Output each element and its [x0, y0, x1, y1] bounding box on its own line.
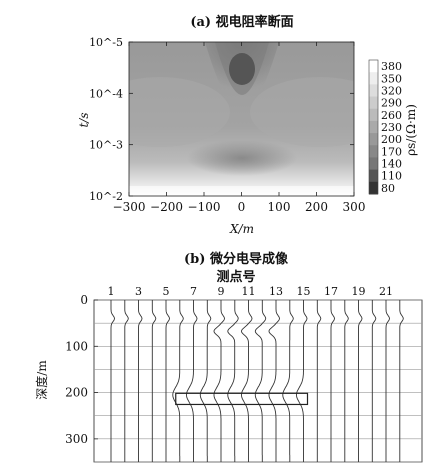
panel-b-anomaly-zones [175, 392, 309, 406]
colorbar-swatch [369, 108, 378, 122]
colorbar-tick-label: 230 [381, 121, 402, 134]
station-label: 13 [269, 285, 283, 298]
depth-tick-label: 100 [65, 339, 88, 353]
station-trace [138, 300, 143, 462]
panel-b-xlabel: 测点号 [216, 269, 255, 285]
colorbar-tick-label: 260 [381, 109, 402, 122]
panel-b-grid [94, 299, 422, 463]
colorbar-swatch [369, 72, 378, 85]
colorbar-swatch [369, 120, 378, 134]
station-label: 21 [379, 285, 393, 298]
anomaly-zone-box [175, 392, 309, 406]
panel-a-x-axis: −300 −200 −100 0 100 200 300 [113, 42, 366, 214]
x-tick-label: −200 [150, 200, 183, 214]
colorbar-tick-label: 140 [381, 158, 402, 171]
station-trace [268, 300, 280, 462]
station-label: 3 [135, 285, 142, 298]
panel-b-traces [110, 300, 404, 462]
y-tick-label: 10^-4 [89, 87, 123, 100]
x-tick-label: −100 [188, 200, 221, 214]
colorbar-swatch [369, 181, 378, 195]
station-label: 1 [108, 285, 115, 298]
station-trace [124, 300, 129, 462]
heatmap-minimum [229, 53, 255, 85]
panel-b-x-axis: 1 3 5 7 9 11 13 15 17 19 21 [108, 285, 394, 298]
colorbar-tick-label: 80 [381, 182, 395, 195]
heatmap-right-lobe [250, 77, 354, 147]
colorbar-tick-label: 170 [381, 145, 402, 158]
station-trace [399, 300, 404, 462]
heatmap-deep-low [187, 140, 297, 176]
colorbar-swatch [369, 84, 378, 98]
station-label: 5 [163, 285, 170, 298]
colorbar-tick-label: 110 [381, 170, 402, 183]
x-tick-label: 0 [238, 200, 246, 214]
station-trace [316, 300, 322, 462]
colorbar-tick-label: 380 [381, 60, 402, 73]
colorbar-swatch [369, 60, 378, 73]
panel-b-title: (b) 微分电导成像 [184, 251, 289, 267]
station-trace [358, 300, 363, 462]
colorbar-tick-label: 320 [381, 84, 402, 97]
x-tick-label: 200 [305, 200, 328, 214]
y-tick-label: 10^-2 [89, 190, 123, 203]
x-tick-label: −300 [113, 200, 146, 214]
y-tick-label: 10^-5 [89, 36, 123, 49]
station-trace [330, 300, 335, 462]
station-trace [110, 300, 115, 462]
depth-tick-label: 0 [80, 293, 88, 307]
x-tick-label: 300 [343, 200, 366, 214]
colorbar-swatch [369, 145, 378, 158]
station-trace [165, 300, 170, 462]
station-label: 15 [297, 285, 311, 298]
depth-tick-label: 300 [65, 432, 88, 446]
station-label: 11 [242, 285, 256, 298]
station-trace [282, 300, 294, 462]
x-tick-label: 100 [268, 200, 291, 214]
colorbar-tick-label: 290 [381, 97, 402, 110]
colorbar-frame [368, 59, 379, 195]
depth-tick-label: 200 [65, 386, 88, 400]
colorbar-label: ρs/(Ω·m) [404, 104, 418, 156]
station-trace [213, 300, 225, 462]
station-trace [385, 300, 390, 462]
station-trace [172, 300, 184, 462]
colorbar-swatch [369, 96, 378, 110]
station-trace [227, 300, 239, 462]
station-trace [371, 300, 377, 462]
colorbar-swatch [369, 169, 378, 183]
station-label: 19 [352, 285, 366, 298]
panel-a-ylabel: t/s [77, 112, 91, 127]
station-label: 9 [218, 285, 225, 298]
station-trace [151, 300, 157, 462]
station-label: 17 [324, 285, 338, 298]
panel-b-y-axis: 0 100 200 300 [65, 293, 98, 446]
colorbar-swatch [369, 157, 378, 171]
station-trace [296, 300, 308, 462]
y-tick-label: 10^-3 [89, 139, 123, 152]
heatmap-bottom-high [129, 186, 354, 196]
station-trace [199, 300, 212, 462]
panel-a-title: (a) 视电阻率断面 [190, 14, 293, 30]
heatmap-left-lobe [129, 77, 230, 147]
colorbar-tick-label: 200 [381, 133, 402, 146]
station-trace [241, 300, 253, 462]
panel-a-xlabel: X/m [229, 222, 254, 236]
station-trace [186, 300, 198, 462]
station-label: 7 [190, 285, 197, 298]
panel-a-y-axis: 10^-5 10^-4 10^-3 10^-2 [89, 36, 354, 203]
colorbar-swatch [369, 133, 378, 146]
panel-b-ylabel: 深度/m [34, 360, 49, 400]
station-trace [344, 300, 349, 462]
station-trace [254, 300, 267, 462]
panel-a-heatmap [129, 42, 354, 196]
colorbar-tick-label: 350 [381, 72, 402, 85]
